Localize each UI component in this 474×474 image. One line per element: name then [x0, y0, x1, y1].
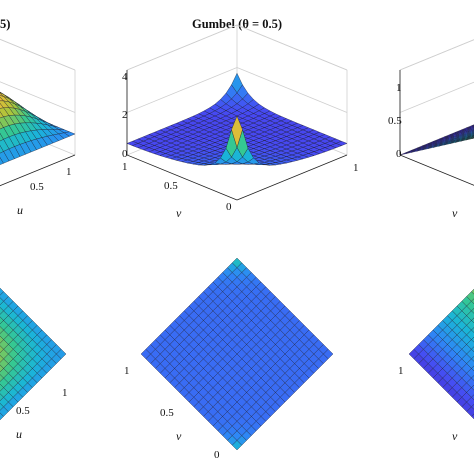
heatmap-mesh [140, 257, 334, 451]
surface-cell [471, 124, 474, 126]
grid-line [236, 24, 348, 71]
heatmap-mesh [0, 287, 67, 421]
heatmap-cell [471, 298, 474, 305]
heatmap-mesh [408, 288, 474, 420]
surface-cell [231, 115, 243, 148]
u-tick-0-5: 0.5 [16, 405, 30, 417]
heatmap-cell [0, 335, 4, 344]
heatmap-cell [471, 327, 474, 333]
z-tick-1: 1 [396, 82, 402, 94]
heatmap-cell [0, 374, 4, 382]
z-tick-4: 4 [122, 71, 128, 83]
heatmap-cell [0, 306, 4, 315]
surface-panel-top-right: 1 0.5 0 v [388, 39, 474, 220]
surface-cell [471, 134, 474, 136]
heatmap-cell [0, 297, 4, 306]
heatmap-cell [0, 287, 4, 296]
box-edge [0, 38, 76, 71]
heatmap-cell [471, 355, 474, 362]
v-tick-1: 1 [398, 365, 404, 377]
heatmap-cell [471, 365, 474, 372]
partial-title: 5) [0, 17, 10, 31]
heatmap-cell [0, 402, 4, 411]
surface-cell [0, 133, 4, 142]
v-axis-label: v [176, 206, 182, 220]
heatmap-panel-bottom-center: 1 0.5 0 v [124, 257, 334, 461]
z-tick-0: 0 [396, 148, 402, 160]
axes-box [0, 38, 76, 187]
axes-box [399, 39, 474, 186]
u-tick-1: 1 [66, 166, 72, 178]
surface-mesh [126, 72, 348, 166]
heatmap-cell [231, 257, 243, 268]
u-axis-label: u [17, 203, 23, 217]
surface-cell [471, 133, 474, 135]
heatmap-cell [471, 346, 474, 353]
v-tick-1: 1 [124, 365, 130, 377]
heatmap-cell [471, 384, 474, 391]
heatmap-cell [471, 307, 474, 314]
u-axis-line [0, 154, 76, 187]
heatmap-cell [0, 354, 4, 363]
heatmap-cell [0, 364, 4, 373]
heatmap-cell [0, 412, 4, 421]
surface-cell [471, 136, 474, 138]
v-axis-line [399, 154, 474, 186]
heatmap-cell [0, 326, 4, 334]
grid-line [236, 67, 348, 113]
surface-cell [471, 137, 474, 139]
heatmap-cell [471, 375, 474, 381]
surface-cell [0, 121, 4, 130]
heatmap-cell [471, 413, 474, 420]
v-tick-0-5: 0.5 [160, 407, 174, 419]
grid-line [0, 38, 76, 71]
u-tick-0-5: 0.5 [30, 181, 44, 193]
u-tick-1: 1 [62, 387, 68, 399]
z-tick-2: 2 [122, 109, 128, 121]
heatmap-cell [0, 316, 4, 325]
u-tick-1: 1 [353, 162, 359, 174]
grid-line [399, 39, 474, 71]
surface-cell [0, 96, 4, 102]
heatmap-cell [0, 383, 4, 392]
grid-line [126, 67, 238, 113]
z-tick-0: 0 [122, 148, 128, 160]
heatmap-cell [471, 288, 474, 295]
surface-panel-top-left: 5) 0.5 1 u [0, 17, 76, 217]
v-axis-line [126, 154, 238, 201]
v-tick-0-5: 0.5 [164, 180, 178, 192]
z-tick-0-5: 0.5 [388, 115, 402, 127]
grid-line [0, 81, 76, 113]
heatmap-panel-bottom-right: 1 v [398, 288, 474, 443]
surface-cell [0, 103, 4, 109]
v-axis-label: v [452, 206, 458, 220]
u-axis-line [236, 154, 348, 201]
surface-mesh [0, 91, 76, 165]
surface-mesh [399, 124, 474, 156]
heatmap-cell [471, 403, 474, 410]
heatmap-cell [471, 336, 474, 343]
grid-line [126, 24, 238, 71]
heatmap-cell [0, 345, 4, 354]
heatmap-cell [0, 393, 4, 402]
panel-title: Gumbel (θ = 0.5) [192, 17, 282, 31]
v-axis-label: v [452, 429, 458, 443]
v-axis-label: v [176, 429, 182, 443]
heatmap-panel-bottom-left: 0.5 1 u [0, 287, 68, 441]
box-edge [399, 39, 474, 71]
surface-panel-top-center: Gumbel (θ = 0.5) 4 2 0 1 0.5 0 1 v [122, 17, 359, 220]
v-tick-1: 1 [122, 161, 128, 173]
v-tick-0: 0 [214, 449, 220, 461]
surface-cell [471, 135, 474, 137]
heatmap-cell [471, 317, 474, 324]
surface-cell [0, 145, 4, 154]
heatmap-cell [471, 394, 474, 401]
surface-cell [0, 157, 4, 165]
u-axis-label: u [16, 427, 22, 441]
grid-line [399, 81, 474, 113]
surface-cell [0, 111, 4, 119]
v-tick-0: 0 [226, 201, 232, 213]
